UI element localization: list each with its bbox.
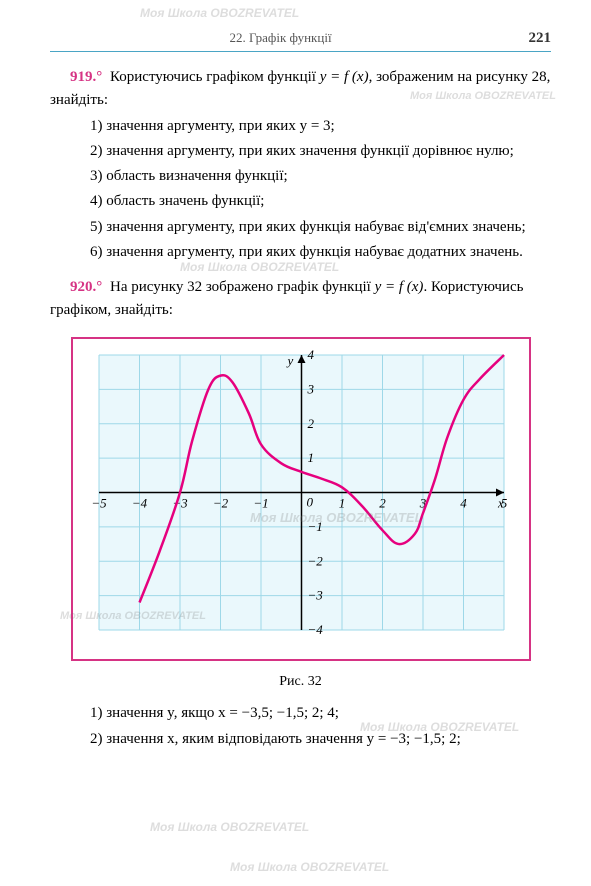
svg-text:−1: −1 xyxy=(253,495,268,510)
item-number: 6) xyxy=(90,244,106,260)
item-number: 4) xyxy=(90,193,106,209)
item-number: 1) xyxy=(90,118,106,134)
exercise-920-intro: 920.° На рисунку 32 зображено графік фун… xyxy=(50,276,551,323)
section-title: 22. Графік функції xyxy=(50,30,511,46)
intro-text-a: Користуючись графіком функції xyxy=(110,69,320,85)
watermark: Моя Школа OBOZREVATEL xyxy=(360,720,519,734)
page-number: 221 xyxy=(511,30,551,47)
figure-caption: Рис. 32 xyxy=(71,671,531,693)
svg-text:3: 3 xyxy=(306,381,314,396)
svg-text:−4: −4 xyxy=(307,622,323,637)
intro-text-a: На рисунку 32 зображено графік функції xyxy=(110,279,375,295)
intro-formula: y = f (x) xyxy=(320,69,369,85)
svg-text:4: 4 xyxy=(460,495,467,510)
item-text: значення аргументу, при яких функція наб… xyxy=(106,244,523,260)
svg-text:1: 1 xyxy=(338,495,345,510)
item-text: значення y, якщо x = −3,5; −1,5; 2; 4; xyxy=(106,705,339,721)
svg-text:−2: −2 xyxy=(212,495,228,510)
exercise-919-items: 1) значення аргументу, при яких y = 3;2)… xyxy=(90,115,551,265)
svg-text:y: y xyxy=(285,353,293,368)
item-text: область значень функції; xyxy=(106,193,264,209)
exercise-number: 919.° xyxy=(70,69,102,85)
exercise-item: 2) значення аргументу, при яких значення… xyxy=(90,140,551,163)
item-number: 1) xyxy=(90,705,106,721)
exercise-item: 5) значення аргументу, при яких функція … xyxy=(90,216,551,239)
svg-text:2: 2 xyxy=(307,415,314,430)
watermark: Моя Школа OBOZREVATEL xyxy=(230,860,389,874)
item-number: 3) xyxy=(90,168,106,184)
exercise-item: 1) значення аргументу, при яких y = 3; xyxy=(90,115,551,138)
item-text: значення аргументу, при яких y = 3; xyxy=(106,118,334,134)
watermark: Моя Школа OBOZREVATEL xyxy=(140,6,299,20)
svg-text:−3: −3 xyxy=(307,587,323,602)
watermark: Моя Школа OBOZREVATEL xyxy=(250,510,423,525)
svg-text:−2: −2 xyxy=(307,553,323,568)
watermark: Моя Школа OBOZREVATEL xyxy=(150,820,309,834)
intro-formula: y = f (x) xyxy=(375,279,424,295)
svg-text:x: x xyxy=(497,495,504,510)
item-number: 2) xyxy=(90,731,106,747)
item-text: значення аргументу, при яких значення фу… xyxy=(106,143,514,159)
exercise-item: 3) область визначення функції; xyxy=(90,165,551,188)
item-text: значення аргументу, при яких функція наб… xyxy=(106,219,525,235)
svg-text:4: 4 xyxy=(307,347,314,362)
watermark: Моя Школа OBOZREVATEL xyxy=(60,610,206,622)
watermark: Моя Школа OBOZREVATEL xyxy=(180,260,339,274)
svg-text:1: 1 xyxy=(307,450,314,465)
svg-text:2: 2 xyxy=(379,495,386,510)
svg-text:−4: −4 xyxy=(131,495,147,510)
item-text: область визначення функції; xyxy=(106,168,287,184)
item-number: 5) xyxy=(90,219,106,235)
page-header: 22. Графік функції 221 xyxy=(50,30,551,52)
svg-text:−5: −5 xyxy=(91,495,107,510)
exercise-item: 4) область значень функції; xyxy=(90,190,551,213)
exercise-number: 920.° xyxy=(70,279,102,295)
svg-text:0: 0 xyxy=(306,494,313,509)
textbook-page: 22. Графік функції 221 919.° Користуючис… xyxy=(0,0,591,886)
item-number: 2) xyxy=(90,143,106,159)
watermark: Моя Школа OBOZREVATEL xyxy=(410,90,556,102)
function-graph: −5−4−3−2−10123451234−1−2−3−4xy xyxy=(79,345,519,645)
